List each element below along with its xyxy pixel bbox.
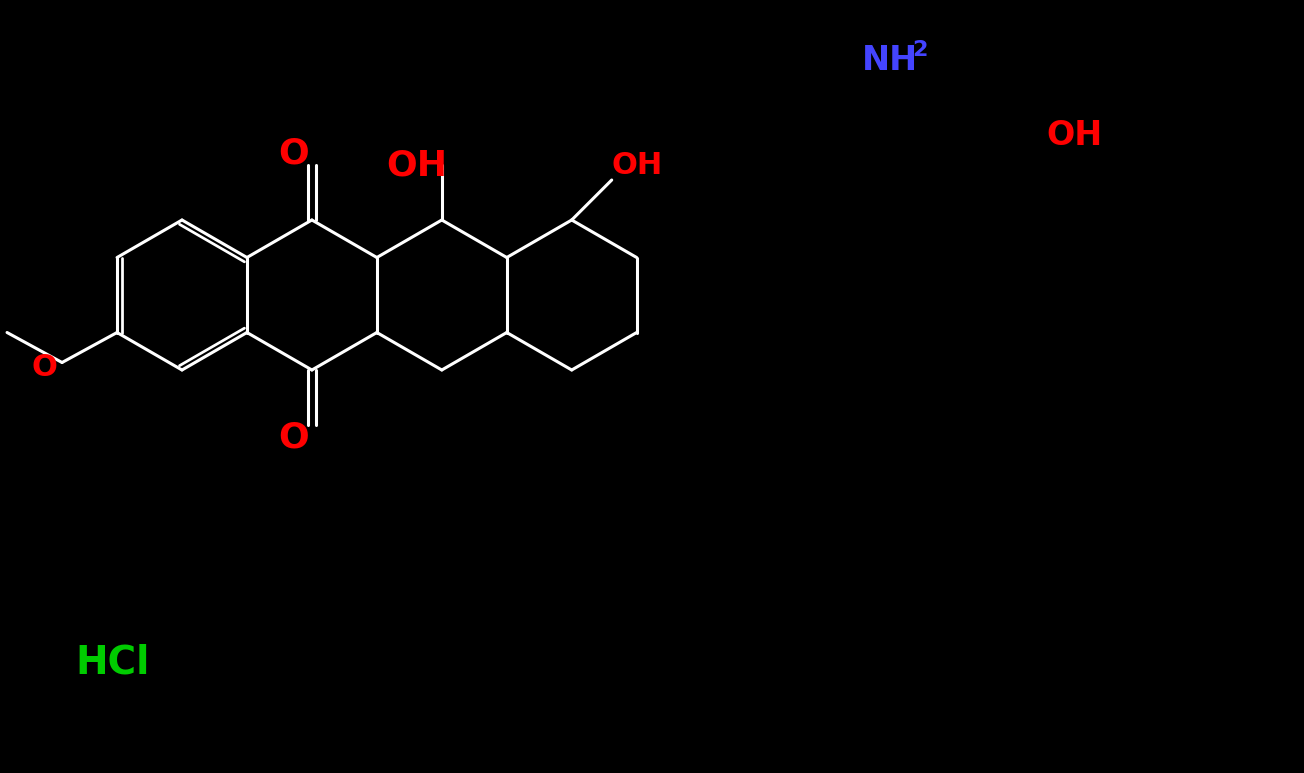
Text: 2: 2 — [913, 40, 927, 60]
Text: O: O — [279, 420, 309, 454]
Text: O: O — [31, 353, 57, 382]
Text: NH: NH — [862, 43, 918, 77]
Text: HCl: HCl — [76, 643, 150, 681]
Text: OH: OH — [386, 148, 447, 182]
Text: O: O — [279, 136, 309, 170]
Text: OH: OH — [612, 151, 662, 179]
Text: OH: OH — [1047, 118, 1103, 152]
